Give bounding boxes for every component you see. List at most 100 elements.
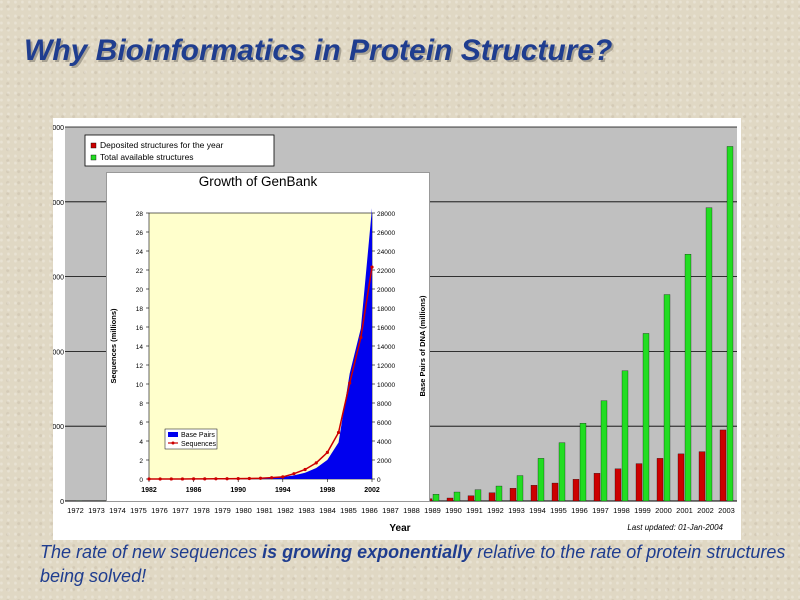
slide-caption: The rate of new sequences is growing exp…: [40, 540, 790, 588]
bar-total-1989: [432, 494, 440, 502]
sequences-point-1996: [303, 467, 307, 472]
inset-x-tick-label: 1986: [186, 487, 202, 494]
x-tick-label: 1997: [592, 506, 609, 515]
x-tick-label: 1987: [382, 506, 399, 515]
sequences-point-1993: [270, 476, 274, 480]
inset-x-tick-label: 1998: [320, 487, 336, 494]
sequences-point-1998: [325, 450, 329, 454]
inset-legend-label-base-pairs: Base Pairs: [181, 432, 215, 439]
sequences-point-2002: [370, 265, 374, 269]
inset-right-tick-label: 20000: [377, 287, 395, 294]
inset-left-tick-label: 10: [136, 382, 144, 389]
inset-right-tick-label: 8000: [377, 401, 392, 408]
x-axis-title: Year: [389, 523, 410, 534]
sequences-point-1994: [281, 475, 285, 479]
bar-total-2000: [663, 294, 671, 502]
x-tick-label: 1989: [424, 506, 441, 515]
legend-label-deposited: Deposited structures for the year: [100, 140, 223, 150]
x-tick-label: 2000: [655, 506, 672, 515]
inset-left-tick-label: 26: [136, 230, 144, 237]
y-tick-label: 15000: [53, 275, 64, 282]
inset-title: Growth of GenBank: [199, 174, 318, 189]
inset-right-tick-label: 16000: [377, 325, 395, 332]
x-tick-label: 1980: [235, 506, 252, 515]
bar-deposited-1991: [467, 495, 475, 502]
x-tick-label: 2001: [676, 506, 693, 515]
sequences-point-1989: [225, 477, 229, 481]
bar-total-1996: [579, 423, 587, 502]
sequences-point-1985: [180, 477, 185, 481]
inset-x-tick-label: 1982: [141, 487, 157, 494]
legend-swatch-total: [90, 154, 97, 161]
bar-deposited-1990: [446, 497, 454, 502]
x-tick-label: 1984: [319, 506, 336, 515]
legend-box: [84, 134, 275, 167]
x-tick-label: 1995: [550, 506, 567, 515]
y-tick-label: 10000: [53, 349, 64, 356]
bar-total-1997: [600, 400, 608, 502]
x-tick-label: 1983: [298, 506, 315, 515]
bar-total-1992: [495, 485, 503, 502]
x-tick-label: 1973: [88, 506, 105, 515]
legend-swatch-deposited: [90, 142, 97, 149]
x-tick-label: 1992: [487, 506, 504, 515]
inset-x-tick-label: 1994: [275, 487, 291, 494]
x-tick-label: 1977: [172, 506, 189, 515]
inset-left-tick-label: 2: [139, 458, 143, 465]
inset-x-tick-label: 1990: [230, 487, 246, 494]
sequences-point-2000: [348, 381, 352, 385]
bar-deposited-1994: [530, 485, 538, 502]
legend-label-total: Total available structures: [100, 152, 194, 162]
bar-total-2003: [726, 146, 734, 502]
sequences-point-1982: [147, 477, 151, 481]
inset-right-tick-label: 22000: [377, 268, 395, 275]
bar-total-1999: [642, 333, 650, 502]
inset-right-tick-label: 6000: [377, 420, 392, 427]
inset-right-tick-label: 14000: [377, 344, 395, 351]
bar-deposited-1992: [488, 492, 496, 502]
caption-emphasis: is growing exponentially: [262, 542, 473, 562]
inset-left-tick-label: 20: [136, 287, 144, 294]
inset-left-tick-label: 6: [139, 420, 143, 427]
y-tick-label: 5000: [53, 424, 64, 431]
inset-right-tick-label: 24000: [377, 249, 395, 256]
bar-total-1991: [474, 489, 482, 502]
last-updated-note: Last updated: 01-Jan-2004: [627, 523, 723, 532]
sequences-point-1999: [336, 430, 341, 435]
inset-left-tick-label: 28: [136, 211, 144, 218]
genbank-growth-svg: Growth of GenBank02468101214161820222426…: [109, 174, 427, 494]
x-tick-label: 1999: [634, 506, 651, 515]
x-tick-label: 2002: [697, 506, 714, 515]
genbank-inset-chart: Growth of GenBank 0 2 4 6 8 10 12 14 16 18 20 22 24 26…: [106, 172, 430, 502]
bar-total-1990: [453, 491, 461, 502]
bar-deposited-2003: [719, 429, 727, 502]
x-tick-label: 1985: [340, 506, 357, 515]
bar-deposited-1999: [635, 463, 643, 502]
x-tick-label: 1994: [529, 506, 546, 515]
inset-legend-marker-sequences: [171, 441, 175, 445]
sequences-point-1990: [236, 477, 240, 481]
bar-total-1994: [537, 458, 545, 502]
slide-title: Why Bioinformatics in Protein Structure?: [24, 34, 613, 67]
bar-deposited-1995: [551, 482, 559, 502]
inset-left-tick-label: 16: [136, 325, 144, 332]
bar-total-2002: [705, 207, 713, 502]
bar-deposited-1998: [614, 468, 622, 502]
bar-deposited-1997: [593, 473, 601, 502]
inset-right-tick-label: 12000: [377, 363, 395, 370]
x-tick-label: 1986: [361, 506, 378, 515]
y-tick-label: 20000: [53, 200, 64, 207]
inset-right-tick-label: 0: [377, 477, 381, 484]
x-tick-label: 1982: [277, 506, 294, 515]
x-tick-label: 1996: [571, 506, 588, 515]
inset-left-tick-label: 22: [136, 268, 144, 275]
inset-legend-label-sequences: Sequences: [181, 441, 217, 448]
inset-left-tick-label: 0: [139, 477, 143, 484]
bar-total-2001: [684, 254, 692, 502]
inset-right-tick-label: 18000: [377, 306, 395, 313]
inset-left-tick-label: 14: [136, 344, 144, 351]
sequences-point-1997: [314, 461, 318, 465]
inset-left-tick-label: 12: [136, 363, 144, 370]
inset-legend-swatch-base-pairs: [168, 432, 178, 437]
sequences-point-1987: [203, 477, 207, 481]
